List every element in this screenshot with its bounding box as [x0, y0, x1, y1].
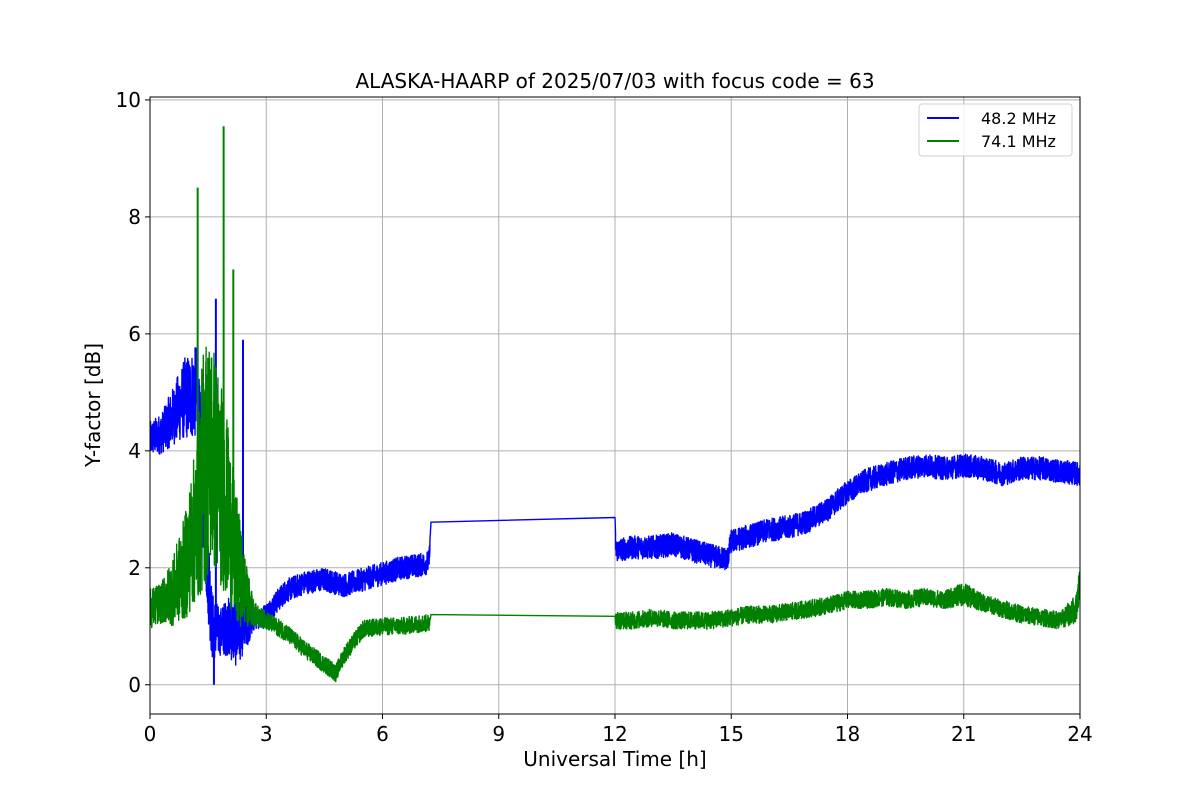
x-tick-label: 15	[719, 722, 744, 746]
y-tick-label: 10	[116, 88, 141, 112]
legend-label: 74.1 MHz	[981, 132, 1056, 151]
legend: 48.2 MHz 74.1 MHz	[918, 103, 1073, 157]
y-tick-label: 2	[128, 556, 141, 580]
series-line	[150, 347, 1080, 666]
x-tick-label: 18	[835, 722, 860, 746]
legend-label: 48.2 MHz	[981, 109, 1056, 128]
x-tick-label: 12	[602, 722, 627, 746]
x-tick-label: 9	[492, 722, 505, 746]
series-line	[150, 346, 1080, 683]
x-tick-label: 0	[144, 722, 157, 746]
y-tick-label: 6	[128, 322, 141, 346]
x-tick-label: 21	[951, 722, 976, 746]
series-layer	[150, 126, 1080, 685]
chart-title: ALASKA-HAARP of 2025/07/03 with focus co…	[355, 69, 874, 93]
x-axis-label: Universal Time [h]	[523, 747, 706, 771]
series-74-1-mhz	[150, 126, 1080, 683]
y-tick-label: 4	[128, 439, 141, 463]
x-tick-label: 24	[1067, 722, 1092, 746]
x-tick-label: 3	[260, 722, 273, 746]
y-axis-label: Y-factor [dB]	[81, 343, 105, 468]
grid	[150, 97, 1080, 714]
y-tick-label: 0	[128, 673, 141, 697]
x-tick-label: 6	[376, 722, 389, 746]
y-tick-label: 8	[128, 205, 141, 229]
